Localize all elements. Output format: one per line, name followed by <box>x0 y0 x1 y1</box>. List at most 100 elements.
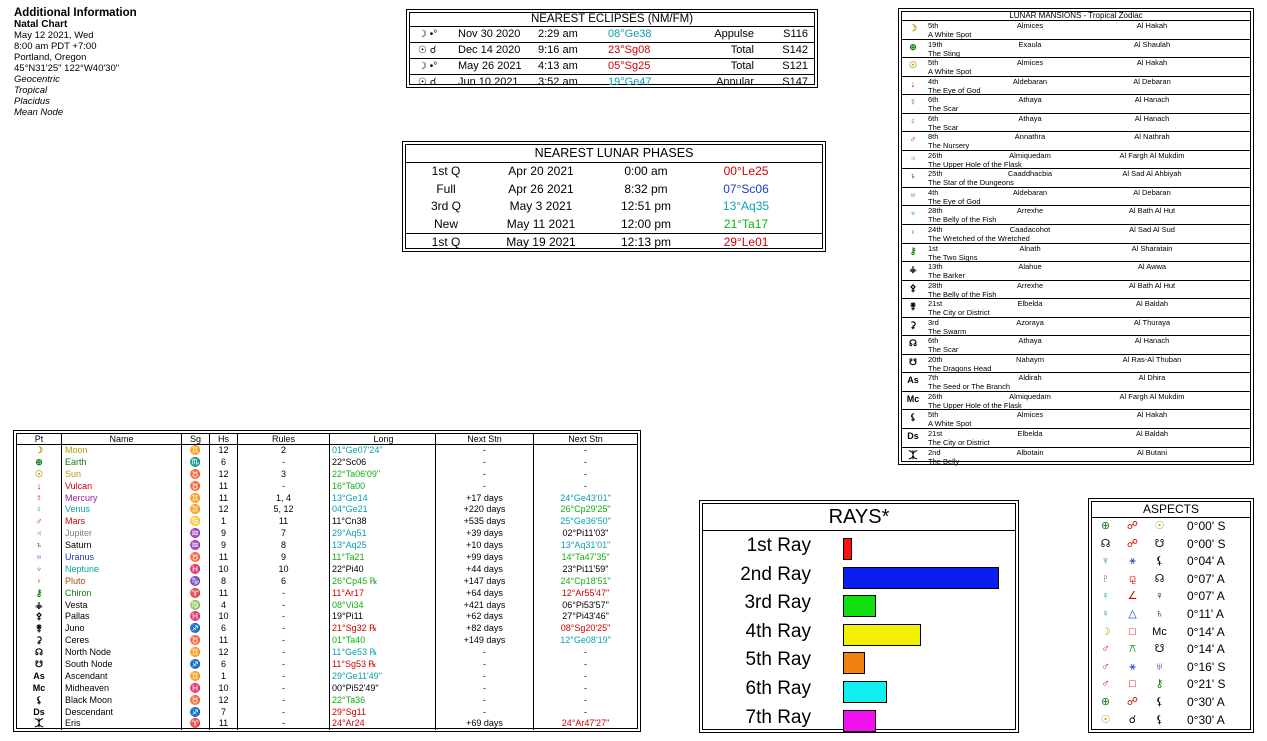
aspect-orb: 0°14' A <box>1187 624 1225 639</box>
sign-glyph-icon: ♉ <box>182 480 210 493</box>
planet-row: ☋ South Node ♐ 6-11°Sg53 ℞ - - <box>17 659 637 671</box>
planet-next-station-position: - <box>584 480 587 491</box>
planet-glyph-icon: ♇ <box>17 575 62 588</box>
planet-longitude: 11°Ta21 <box>330 552 436 564</box>
mansion-row: ♀ 6th The Scar Athaya Al Hanach <box>902 114 1250 133</box>
mansion-number: 6th <box>928 113 939 123</box>
info-option: Placidus <box>14 96 50 107</box>
planet-glyph-icon: ⚵ <box>909 301 917 312</box>
lunar-phase-row: 1st Q Apr 20 2021 0:00 am 00°Le25 <box>406 163 822 181</box>
planet-glyph-icon: ⚷ <box>17 587 62 600</box>
lunar-phase-row: Full Apr 26 2021 8:32 pm 07°Sc06 <box>406 181 822 199</box>
planet-rules: 11 <box>238 516 330 529</box>
mansion-number: 25th <box>928 169 943 179</box>
header-name: Name <box>62 434 182 444</box>
rays-title: RAYS* <box>703 504 1015 531</box>
planet-rules: - <box>238 694 330 707</box>
mansion-star: Almices <box>1016 58 1044 68</box>
planet-name-cell: Midheaven <box>62 682 182 695</box>
planet-longitude: 16°Ta00 <box>330 480 436 493</box>
planet-name-cell: Vesta <box>62 599 182 612</box>
planet-glyph-icon: ♄ <box>1155 607 1164 620</box>
aspect-orb: 0°16' S <box>1187 659 1226 674</box>
planet-glyph-icon: ☽ <box>1100 625 1111 638</box>
planet-glyph-icon: ♃ <box>909 152 917 163</box>
planet-next-station: - <box>436 659 534 671</box>
mansion-star: Almiquedam <box>1009 391 1051 401</box>
mansion-row: ⚳ 3rd The Swarm Azoraya Al Thuraya <box>902 318 1250 337</box>
planet-rules: 7 <box>238 528 330 541</box>
eclipse-symbol: ☉ ☌ <box>418 77 437 88</box>
info-line: 8:00 am PDT +7:00 <box>14 41 97 52</box>
planet-next-station: +82 days <box>436 623 534 636</box>
planet-house: 12 <box>210 694 238 707</box>
planet-glyph-icon: ☋ <box>909 356 917 367</box>
planet-glyph-icon: ♅ <box>909 189 917 200</box>
planet-next-station: +64 days <box>436 587 534 600</box>
mansion-row: ☿ 6th The Scar Athaya Al Hanach <box>902 95 1250 114</box>
planet-glyph-icon: As <box>17 670 62 683</box>
sign-glyph-icon: ♓ <box>182 563 210 576</box>
mansion-number: 1st <box>928 243 939 253</box>
planet-glyph-icon: ⚴ <box>17 611 62 624</box>
mansion-description: The Barker <box>928 271 966 281</box>
planet-glyph-icon: Mc <box>1152 625 1167 638</box>
lunar-phase-time: 12:00 pm <box>620 216 672 231</box>
eclipse-type: Appulse <box>714 28 754 40</box>
ray-row: 2nd Ray <box>703 561 1015 589</box>
planet-name-cell: Earth <box>62 456 182 469</box>
eclipse-symbol: ☽ •° <box>418 29 438 40</box>
lunar-phase-name: 3rd Q <box>430 199 461 213</box>
aspect-orb: 0°11' A <box>1187 606 1224 621</box>
planet-glyph-icon: ⚶ <box>17 599 62 612</box>
aspect-glyph-icon: ☍ <box>1126 695 1139 708</box>
mansion-star: Aldebaran <box>1012 187 1048 197</box>
lunar-phase-row: 3rd Q May 3 2021 12:51 pm 13°Aq35 <box>406 198 822 216</box>
eclipses-panel: NEAREST ECLIPSES (NM/FM) ☽ •° Nov 30 2020… <box>406 9 818 88</box>
mansion-description: The Upper Hole of the Flask <box>928 400 1022 410</box>
mansion-description: The Two Signs <box>928 252 978 262</box>
lunar-mansions-panel: LUNAR MANSIONS - Tropical Zodiac ☽ 5th A W… <box>898 8 1254 465</box>
planet-next-station-position: 24°Cp18'51" <box>560 575 611 586</box>
mansion-description: The Sting <box>928 48 961 58</box>
planet-row: ♆ Neptune ♓ 10 10 22°Pi40 +44 days 23°Pi11'59" <box>17 563 637 576</box>
planet-glyph-icon: ♆ <box>909 208 917 219</box>
planet-next-station-position: 26°Cp29'25" <box>560 504 611 515</box>
mansion-number: 3rd <box>928 317 939 327</box>
planet-longitude: 29°Sg11 <box>330 706 436 719</box>
lunar-phase-date: Apr 20 2021 <box>508 164 574 178</box>
sign-glyph-icon: ♉ <box>182 468 210 481</box>
planet-row: ♀ Venus ♊ 12 5, 12 04°Ge21 +220 days 26°Cp29'25… <box>17 504 637 517</box>
eclipse-type: Total <box>730 44 754 56</box>
mansion-row: ↓ 4th The Eye of God Aldebaran Al Debaran <box>902 77 1250 96</box>
ray-bar <box>843 623 921 646</box>
eclipse-row: ☉ ☌ Dec 14 2020 9:16 am 23°Sg08 Total S142 <box>410 43 814 59</box>
lunar-mansions-title: LUNAR MANSIONS - Tropical Zodiac <box>902 12 1250 21</box>
mansion-description: The Upper Hole of the Flask <box>928 159 1022 169</box>
mansion-number: 6th <box>928 95 939 105</box>
planet-glyph-icon: ♂ <box>909 134 917 145</box>
planet-glyph-icon: ♀ <box>1101 607 1110 620</box>
planet-longitude: 22°Ta36 <box>330 694 436 707</box>
planet-glyph-icon: ♅ <box>17 552 62 564</box>
mansion-star: Athaya <box>1018 113 1042 123</box>
mansion-star: Exaula <box>1018 39 1042 49</box>
aspect-glyph-icon: ⚼ <box>1128 572 1137 585</box>
planet-rules: - <box>238 480 330 493</box>
aspect-glyph-icon: ⚹ <box>1129 660 1136 673</box>
sign-glyph-icon: ♑ <box>182 575 210 588</box>
aspect-orb: 0°07' A <box>1187 571 1225 586</box>
planet-longitude: 11°Cn38 <box>330 516 436 529</box>
planet-row: ⚶ Vesta ♍ 4-08°Vi34 +421 days 06°Pi53'57" <box>17 599 637 612</box>
eclipse-position: 23°Sg08 <box>608 44 651 56</box>
mansion-row: ♆ 28th The Belly of the Fish Arrexhe Al Bath… <box>902 206 1250 226</box>
planet-glyph-icon: ♇ <box>1101 572 1110 585</box>
info-line: 45°N31'25" 122°W40'30" <box>14 63 120 74</box>
mansion-row: ⊕ 19th The Sting Exaula Al Shaulah <box>902 40 1250 59</box>
mansion-number: 2nd <box>928 447 941 457</box>
planet-glyph-icon: ♂ <box>1101 660 1110 673</box>
header-long: Long <box>330 434 436 444</box>
aspect-orb: 0°30' A <box>1187 694 1225 709</box>
planet-rules: - <box>238 587 330 600</box>
planet-row: ☿ Mercury ♊ 11 1, 4 13°Ge14 +17 days 24°Ge43'01… <box>17 492 637 505</box>
